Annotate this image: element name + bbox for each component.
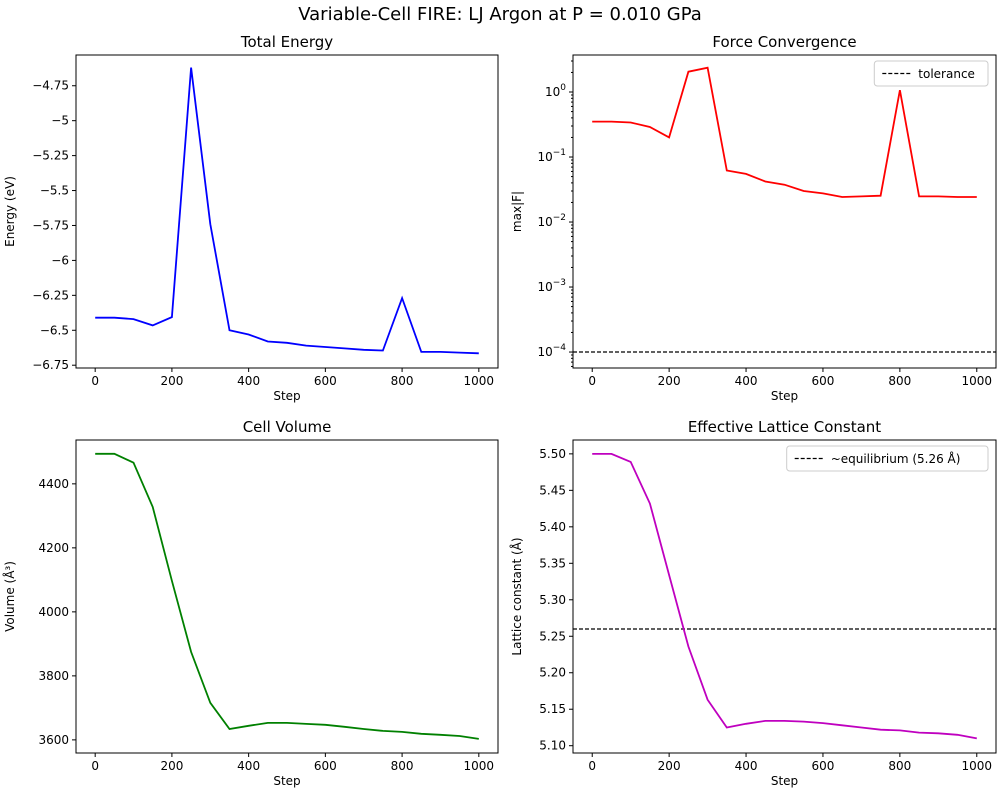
x-tick-label: 600	[812, 759, 835, 773]
chart-1: Total Energy 0 200 400 600 800 1000 Step −6.75 −6…	[3, 33, 499, 403]
y-tick-exponent: −4	[553, 343, 567, 353]
x-tick-label: 1000	[961, 374, 992, 388]
x-tick-label: 800	[391, 759, 414, 773]
axes-frame	[75, 54, 499, 369]
x-tick-label: 600	[314, 374, 337, 388]
figure-title: Variable-Cell FIRE: LJ Argon at P = 0.01…	[298, 4, 702, 25]
y-tick-label: 5.10	[539, 739, 566, 753]
legend-label: tolerance	[918, 67, 975, 81]
y-tick-label: −5.5	[40, 184, 69, 198]
series-line	[592, 66, 977, 198]
x-tick-label: 600	[812, 374, 835, 388]
y-tick-label: 5.20	[539, 666, 566, 680]
x-tick-label: 400	[237, 759, 260, 773]
x-tick-label: 400	[735, 374, 758, 388]
axes-frame	[572, 439, 997, 754]
y-tick-label: −5.25	[32, 149, 69, 163]
x-tick-label: 600	[314, 759, 337, 773]
series-line	[95, 452, 479, 740]
y-tick-label: 4200	[38, 541, 69, 555]
x-axis-label: Step	[273, 774, 300, 788]
y-tick-label: 10−3	[537, 278, 566, 294]
x-tick-label: 1000	[961, 759, 992, 773]
chart-title: Effective Lattice Constant	[688, 418, 881, 436]
y-tick-label: 4000	[38, 605, 69, 619]
series-line	[95, 67, 479, 355]
y-tick-label: −6	[51, 253, 69, 267]
x-axis-label: Step	[273, 389, 300, 403]
y-axis-label: Volume (Å³)	[2, 561, 17, 632]
chart-4: Effective Lattice Constant 0 200 400 600 800 1…	[509, 418, 997, 788]
y-tick-label: −4.75	[32, 79, 69, 93]
x-tick-label: 200	[160, 374, 183, 388]
x-tick-label: 0	[588, 374, 596, 388]
y-tick-exponent: 0	[560, 83, 566, 93]
x-tick-label: 800	[888, 759, 911, 773]
y-tick-label: 5.15	[539, 702, 566, 716]
y-tick-label: 5.30	[539, 593, 566, 607]
axes-frame	[75, 439, 499, 754]
x-tick-label: 800	[888, 374, 911, 388]
x-tick-label: 1000	[464, 759, 495, 773]
y-tick-label: 10−2	[537, 213, 566, 229]
legend-box	[873, 60, 989, 87]
x-tick-label: 0	[91, 759, 99, 773]
x-tick-label: 200	[658, 759, 681, 773]
y-tick-label: 5.40	[539, 520, 566, 534]
y-tick-label: 5.45	[539, 483, 566, 497]
chart-title: Cell Volume	[243, 418, 332, 436]
legend-label: ~equilibrium (5.26 Å)	[831, 451, 961, 466]
x-tick-label: 200	[658, 374, 681, 388]
y-tick-label: −6.25	[32, 288, 69, 302]
y-axis-label: Lattice constant (Å)	[509, 537, 524, 655]
y-tick-exponent: −2	[553, 213, 566, 223]
x-tick-label: 400	[735, 759, 758, 773]
x-axis-label: Step	[771, 389, 798, 403]
y-tick-exponent: −3	[553, 278, 566, 288]
x-tick-label: 0	[91, 374, 99, 388]
y-tick-label: −5.75	[32, 218, 69, 232]
chart-title: Total Energy	[240, 33, 333, 51]
chart-3: Cell Volume 0 200 400 600 800 1000 Step 3600 3800…	[2, 418, 499, 788]
y-tick-label: 10−4	[537, 343, 566, 359]
x-tick-label: 200	[160, 759, 183, 773]
y-axis-label: max|F|	[510, 191, 524, 232]
x-tick-label: 400	[237, 374, 260, 388]
axes-frame	[572, 54, 997, 369]
y-tick-label: 100	[545, 83, 566, 99]
y-tick-label: 3800	[38, 669, 69, 683]
y-tick-label: 4400	[38, 477, 69, 491]
x-tick-label: 1000	[464, 374, 495, 388]
x-tick-label: 0	[588, 759, 596, 773]
y-tick-label: −6.75	[32, 358, 69, 372]
y-tick-exponent: −1	[553, 148, 566, 158]
y-tick-label: 5.35	[539, 556, 566, 570]
y-tick-label: −5	[51, 114, 69, 128]
y-tick-label: 3600	[38, 733, 69, 747]
legend-box	[786, 445, 989, 472]
series-line	[592, 452, 977, 740]
x-tick-label: 800	[391, 374, 414, 388]
x-axis-label: Step	[771, 774, 798, 788]
y-tick-label: 5.25	[539, 629, 566, 643]
y-axis-label: Energy (eV)	[3, 176, 17, 247]
y-tick-label: 10−1	[537, 148, 566, 164]
chart-title: Force Convergence	[712, 33, 856, 51]
y-tick-label: 5.50	[539, 447, 566, 461]
y-tick-label: −6.5	[40, 323, 69, 337]
